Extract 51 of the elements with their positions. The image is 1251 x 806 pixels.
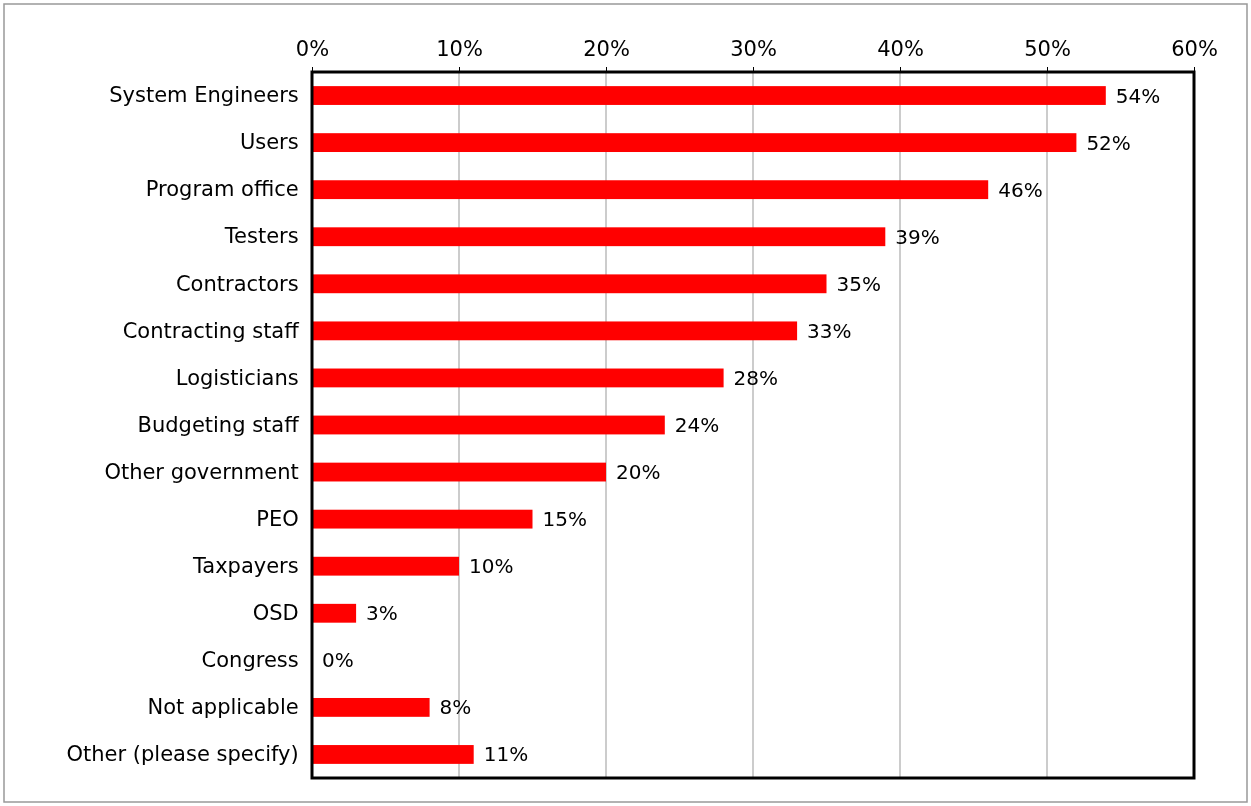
y-tick-label: PEO — [256, 506, 299, 531]
bar — [312, 86, 1106, 105]
y-tick-label: Testers — [223, 224, 299, 249]
y-tick-label: Logisticians — [175, 365, 299, 390]
y-tick-label: Contractors — [175, 271, 299, 296]
x-tick-label: 60% — [1171, 36, 1218, 61]
data-label: 11% — [483, 742, 529, 767]
data-label: 15% — [542, 507, 587, 532]
bar — [312, 368, 724, 388]
bar — [312, 603, 357, 623]
data-label: 28% — [733, 365, 779, 390]
y-tick-label: Other (please specify) — [66, 742, 299, 767]
bar — [312, 697, 430, 717]
y-tick-label: Budgeting staff — [137, 412, 300, 437]
bar — [312, 556, 459, 576]
bar — [312, 462, 606, 482]
y-tick-label: Congress — [201, 648, 299, 673]
data-label: 52% — [1086, 130, 1131, 155]
bar — [312, 509, 533, 529]
bar — [312, 274, 827, 294]
x-tick-label: 10% — [436, 36, 483, 61]
bar — [312, 415, 665, 435]
data-label: 39% — [895, 224, 940, 249]
x-tick-label: 40% — [877, 36, 924, 61]
data-label: 10% — [469, 554, 514, 579]
data-label: 35% — [836, 271, 881, 296]
data-label: 24% — [674, 413, 720, 437]
bar — [312, 745, 474, 764]
y-tick-label: Contracting staff — [122, 318, 300, 343]
data-label: 33% — [807, 318, 852, 343]
x-tick-label: 50% — [1024, 36, 1071, 61]
data-label: 20% — [616, 460, 661, 485]
data-label: 46% — [998, 177, 1043, 202]
y-tick-label: System Engineers — [109, 83, 299, 108]
data-label: 3% — [366, 601, 398, 626]
y-tick-label: OSD — [252, 600, 299, 625]
bar — [312, 180, 989, 200]
data-label: 8% — [439, 695, 472, 720]
y-tick-label: Users — [239, 130, 299, 155]
y-tick-label: Not applicable — [147, 695, 299, 720]
x-tick-label: 0% — [295, 36, 330, 61]
bar — [312, 133, 1077, 153]
bar — [312, 227, 886, 247]
y-tick-label: Other government — [104, 459, 299, 484]
x-tick-label: 30% — [730, 36, 777, 61]
data-label: 54% — [1115, 83, 1161, 108]
y-tick-label: Program office — [145, 177, 299, 202]
x-tick-label: 20% — [583, 36, 630, 61]
data-label: 0% — [322, 648, 354, 673]
bar — [312, 321, 798, 341]
y-tick-label: Taxpayers — [191, 553, 299, 578]
